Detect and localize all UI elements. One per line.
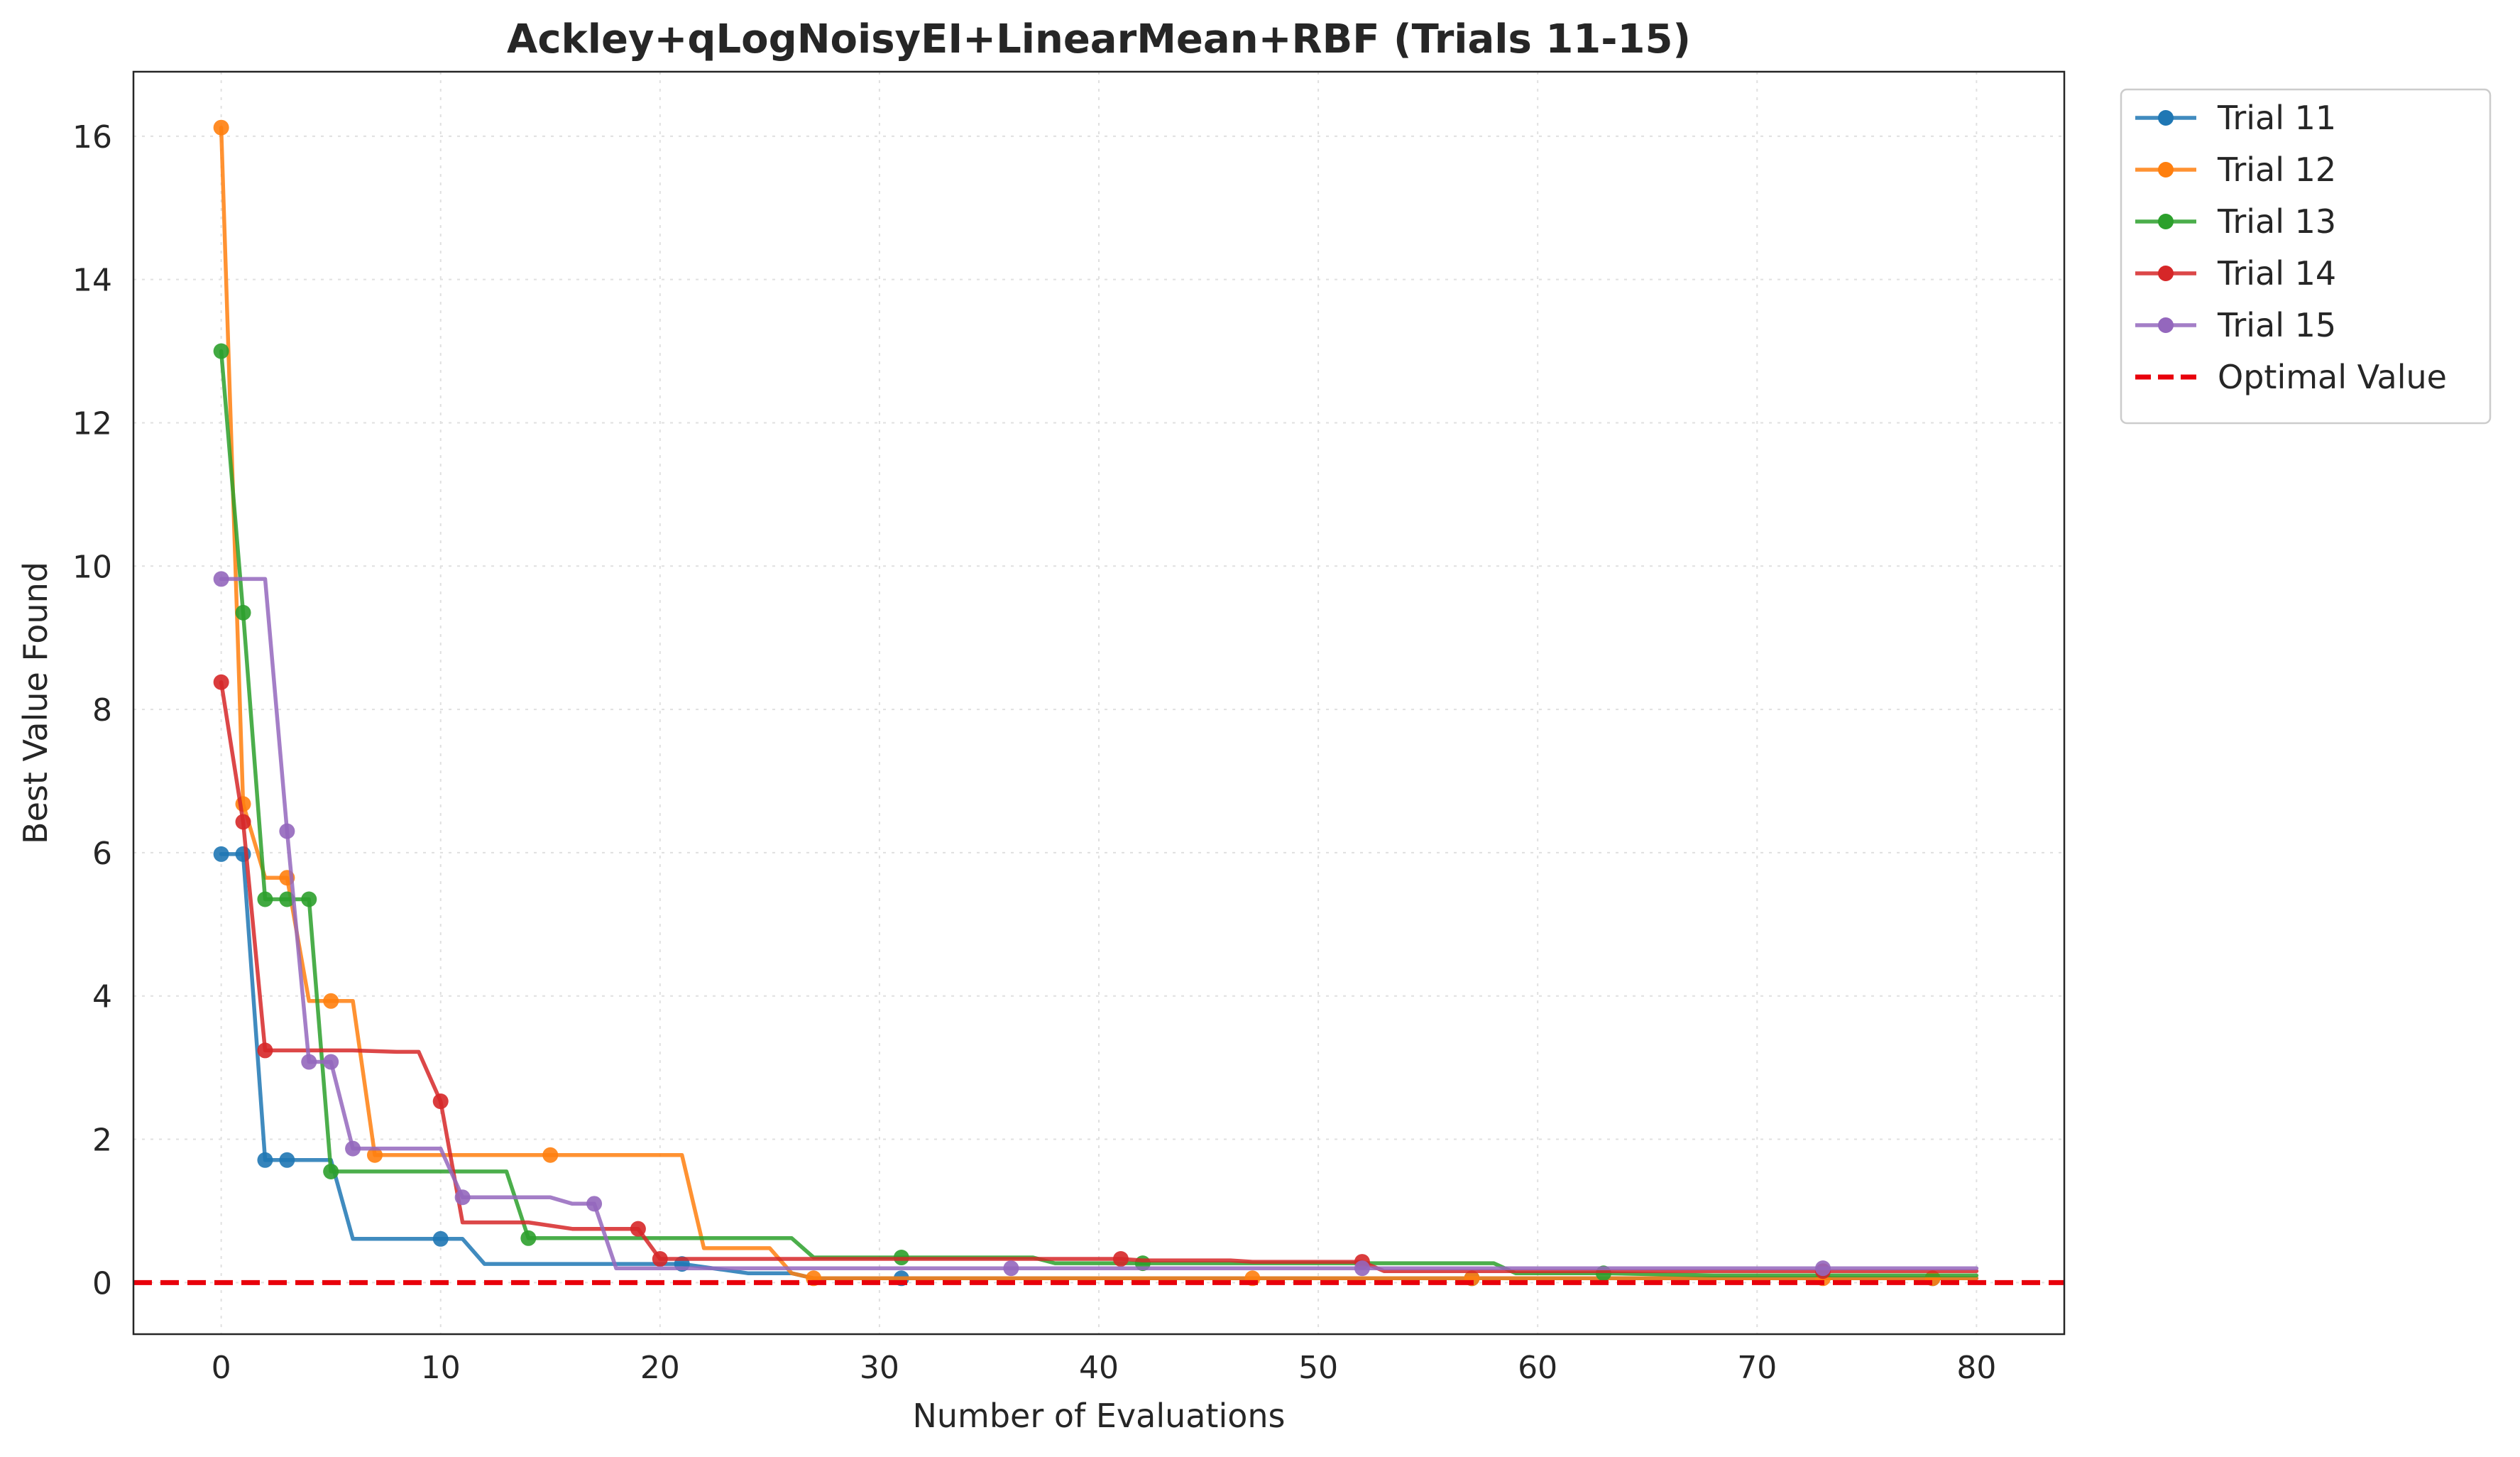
legend-label: Optimal Value <box>2218 358 2447 396</box>
data-point <box>257 1152 273 1168</box>
plot-frame <box>132 70 2066 1336</box>
y-tick-label: 6 <box>92 836 112 872</box>
legend-label: Trial 14 <box>2217 254 2336 293</box>
x-tick-label: 10 <box>421 1350 461 1386</box>
legend-marker <box>2158 110 2174 126</box>
data-point <box>279 891 295 907</box>
x-tick-label: 70 <box>1737 1350 1777 1386</box>
series-5 <box>213 571 1979 1277</box>
y-tick-label: 14 <box>72 263 112 299</box>
grid <box>133 72 2064 1334</box>
x-tick-label: 0 <box>212 1350 231 1386</box>
x-tick-label: 80 <box>1956 1350 1996 1386</box>
data-point <box>213 571 229 587</box>
legend-marker <box>2158 317 2174 333</box>
data-point <box>630 1221 646 1237</box>
data-point <box>235 814 251 830</box>
data-point <box>301 891 317 907</box>
y-tick-label: 12 <box>72 405 112 442</box>
plot-area <box>133 119 2064 1287</box>
data-point <box>323 993 339 1009</box>
x-axis-label: Number of Evaluations <box>912 1397 1285 1435</box>
legend-label: Trial 15 <box>2217 306 2336 344</box>
data-point <box>1354 1260 1370 1277</box>
x-tick-label: 40 <box>1079 1350 1119 1386</box>
data-point <box>520 1230 537 1246</box>
legend-marker <box>2158 266 2174 281</box>
data-point <box>257 891 273 907</box>
data-point <box>323 1163 339 1179</box>
x-tick-label: 30 <box>860 1350 899 1386</box>
legend-entry: Optimal Value <box>2135 358 2447 396</box>
data-point <box>542 1147 559 1163</box>
legend-marker <box>2158 162 2174 178</box>
y-tick-label: 0 <box>92 1265 112 1302</box>
y-tick-label: 16 <box>72 119 112 155</box>
series-line <box>219 577 1979 1270</box>
data-point <box>235 604 251 621</box>
data-point <box>345 1140 361 1157</box>
y-tick-label: 10 <box>72 549 112 585</box>
data-point <box>279 1152 295 1168</box>
y-axis-label: Best Value Found <box>16 562 55 844</box>
data-point <box>257 1042 273 1059</box>
x-tick-label: 20 <box>640 1350 680 1386</box>
y-tick-label: 4 <box>92 979 112 1015</box>
data-point <box>213 343 229 359</box>
legend-box <box>2120 88 2492 425</box>
data-point <box>432 1230 449 1247</box>
legend-label: Trial 13 <box>2217 202 2336 241</box>
data-point <box>586 1196 603 1212</box>
legend-entry: Trial 13 <box>2135 202 2336 241</box>
series-line <box>219 680 1979 1273</box>
data-point <box>213 674 229 690</box>
data-point <box>652 1251 668 1267</box>
data-point <box>213 846 229 862</box>
legend-entry: Trial 11 <box>2135 99 2336 137</box>
data-point <box>1112 1251 1129 1267</box>
data-point <box>432 1093 449 1110</box>
data-point <box>213 119 229 136</box>
y-tick-label: 8 <box>92 692 112 728</box>
legend-entry: Trial 15 <box>2135 306 2336 344</box>
data-point <box>301 1054 317 1070</box>
legend-marker <box>2158 214 2174 229</box>
axis-ticks: 0 10 20 30 40 50 60 70 80 0 2 4 6 8 10 12 14 16 <box>72 119 1996 1386</box>
legend-label: Trial 11 <box>2217 99 2336 137</box>
data-point <box>1003 1260 1019 1277</box>
data-point <box>323 1054 339 1070</box>
legend: Trial 11 Trial 12 Trial 13 Trial 14 Trial 15… <box>2120 88 2492 425</box>
y-tick-label: 2 <box>92 1123 112 1159</box>
x-tick-label: 50 <box>1298 1350 1338 1386</box>
data-point <box>279 823 295 839</box>
legend-entry: Trial 14 <box>2135 254 2336 293</box>
x-tick-label: 60 <box>1518 1350 1557 1386</box>
data-point <box>367 1147 383 1163</box>
legend-entry: Trial 12 <box>2135 151 2336 189</box>
legend-label: Trial 12 <box>2217 151 2336 189</box>
data-point <box>1815 1260 1831 1277</box>
chart-title: Ackley+qLogNoisyEI+LinearMean+RBF (Trial… <box>507 16 1691 62</box>
data-point <box>454 1189 471 1206</box>
